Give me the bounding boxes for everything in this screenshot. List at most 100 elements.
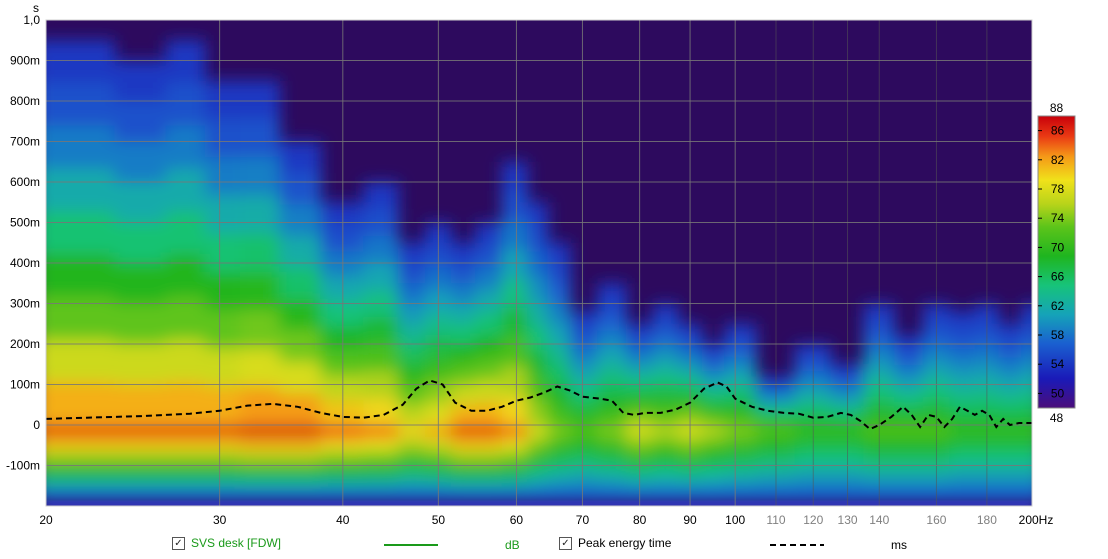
heatmap-cell: [724, 357, 757, 370]
heatmap-cell: [114, 450, 167, 465]
heatmap-cell: [652, 330, 679, 345]
heatmap-cell: [279, 204, 322, 237]
heatmap-cell: [526, 476, 549, 491]
heatmap-cell: [949, 324, 976, 338]
heatmap-cell: [475, 357, 503, 381]
heatmap-cell: [204, 157, 242, 197]
heatmap-cell: [701, 450, 726, 465]
y-tick-label: 800m: [10, 94, 40, 108]
heatmap-cell: [450, 489, 477, 503]
heatmap-cell: [46, 168, 68, 213]
heatmap-cell: [450, 450, 477, 465]
heatmap-cell: [894, 425, 924, 439]
heatmap-cell: [46, 382, 68, 426]
heatmap-cell: [501, 161, 528, 192]
legend-line-svs-desk: [384, 544, 438, 546]
heatmap-cell: [320, 251, 365, 278]
heatmap-cell: [998, 391, 1023, 404]
x-tick-label: 120: [803, 513, 823, 527]
heatmap-cell: [501, 191, 528, 222]
heatmap-cell: [597, 437, 627, 452]
heatmap-cell: [547, 489, 571, 503]
heatmap-cell: [66, 382, 116, 426]
heatmap-cell: [450, 463, 477, 478]
x-tick-label: 30: [213, 513, 227, 527]
heatmap-cell: [724, 489, 757, 503]
heatmap-cell: [114, 463, 167, 478]
heatmap-cell: [597, 314, 627, 332]
heatmap-cell: [652, 437, 679, 452]
heatmap-cell: [363, 398, 399, 426]
colorbar-tick-label: 70: [1051, 240, 1065, 254]
heatmap-cell: [450, 283, 477, 305]
heatmap-cell: [724, 323, 757, 336]
heatmap-cell: [450, 242, 477, 264]
heatmap-cell: [949, 399, 976, 414]
heatmap-cell: [165, 83, 206, 127]
heatmap-cell: [204, 425, 242, 439]
heatmap-cell: [652, 476, 679, 491]
heatmap-cell: [165, 296, 206, 341]
x-tick-label: 200Hz: [1019, 513, 1054, 527]
legend-item-peak-energy-time[interactable]: ✓ Peak energy time: [559, 536, 671, 550]
y-unit-label: s: [33, 1, 39, 15]
heatmap-cell: [66, 339, 116, 384]
heatmap-cell: [501, 220, 528, 251]
heatmap-cell: [66, 463, 116, 478]
heatmap-cell: [501, 489, 528, 503]
heatmap-cell: [204, 386, 242, 426]
heatmap-cell: [204, 119, 242, 159]
heatmap-cell: [526, 227, 549, 253]
heatmap-cell: [204, 450, 242, 465]
heatmap-cell: [652, 398, 679, 413]
heatmap-cell: [66, 125, 116, 170]
x-tick-label: 90: [683, 513, 697, 527]
heatmap-cell: [397, 404, 427, 426]
heatmap-cell: [165, 125, 206, 170]
heatmap-cell: [547, 463, 571, 478]
legend-item-svs-desk[interactable]: ✓ SVS desk [FDW]: [172, 536, 281, 550]
heatmap-cell: [320, 301, 365, 327]
heatmap-cell: [526, 202, 549, 228]
heatmap-cell: [46, 489, 68, 503]
heatmap-cell: [597, 409, 627, 426]
heatmap-cell: [526, 350, 549, 377]
heatmap-cell: [652, 450, 679, 465]
heatmap-cell: [526, 437, 549, 452]
heatmap-cell: [320, 450, 365, 465]
heatmap-cell: [652, 384, 679, 399]
legend-checkbox-svs-desk[interactable]: ✓: [172, 536, 185, 550]
heatmap-cell: [547, 344, 571, 366]
heatmap-cell: [526, 463, 549, 478]
heatmap-cell: [165, 339, 206, 384]
y-tick-label: 600m: [10, 175, 40, 189]
heatmap-cell: [547, 437, 571, 452]
heatmap-cell: [320, 476, 365, 491]
heatmap-cell: [724, 437, 757, 452]
heatmap-cell: [949, 311, 976, 326]
legend-checkbox-peak-energy-time[interactable]: ✓: [559, 536, 572, 550]
heatmap-cell: [165, 463, 206, 478]
heatmap-cell: [894, 450, 924, 465]
heatmap-cell: [724, 380, 757, 393]
heatmap-cell: [114, 263, 167, 305]
heatmap-cell: [652, 489, 679, 503]
heatmap-cell: [114, 344, 167, 386]
heatmap-cell: [526, 489, 549, 503]
heatmap-cell: [46, 254, 68, 298]
heatmap-cell: [569, 324, 599, 338]
heatmap-cell: [998, 450, 1023, 465]
colorbar-max-label: 88: [1050, 101, 1064, 115]
heatmap-cell: [165, 489, 206, 503]
heatmap-cell: [526, 450, 549, 465]
heatmap-cell: [204, 437, 242, 452]
heatmap-cell: [1021, 463, 1032, 478]
heatmap-cell: [1021, 371, 1032, 386]
x-tick-label: 140: [869, 513, 889, 527]
heatmap-cell: [547, 242, 571, 264]
heatmap-cell: [724, 450, 757, 465]
heatmap-cell: [1021, 330, 1032, 345]
heatmap-cell: [165, 425, 206, 439]
heatmap-cell: [501, 337, 528, 368]
